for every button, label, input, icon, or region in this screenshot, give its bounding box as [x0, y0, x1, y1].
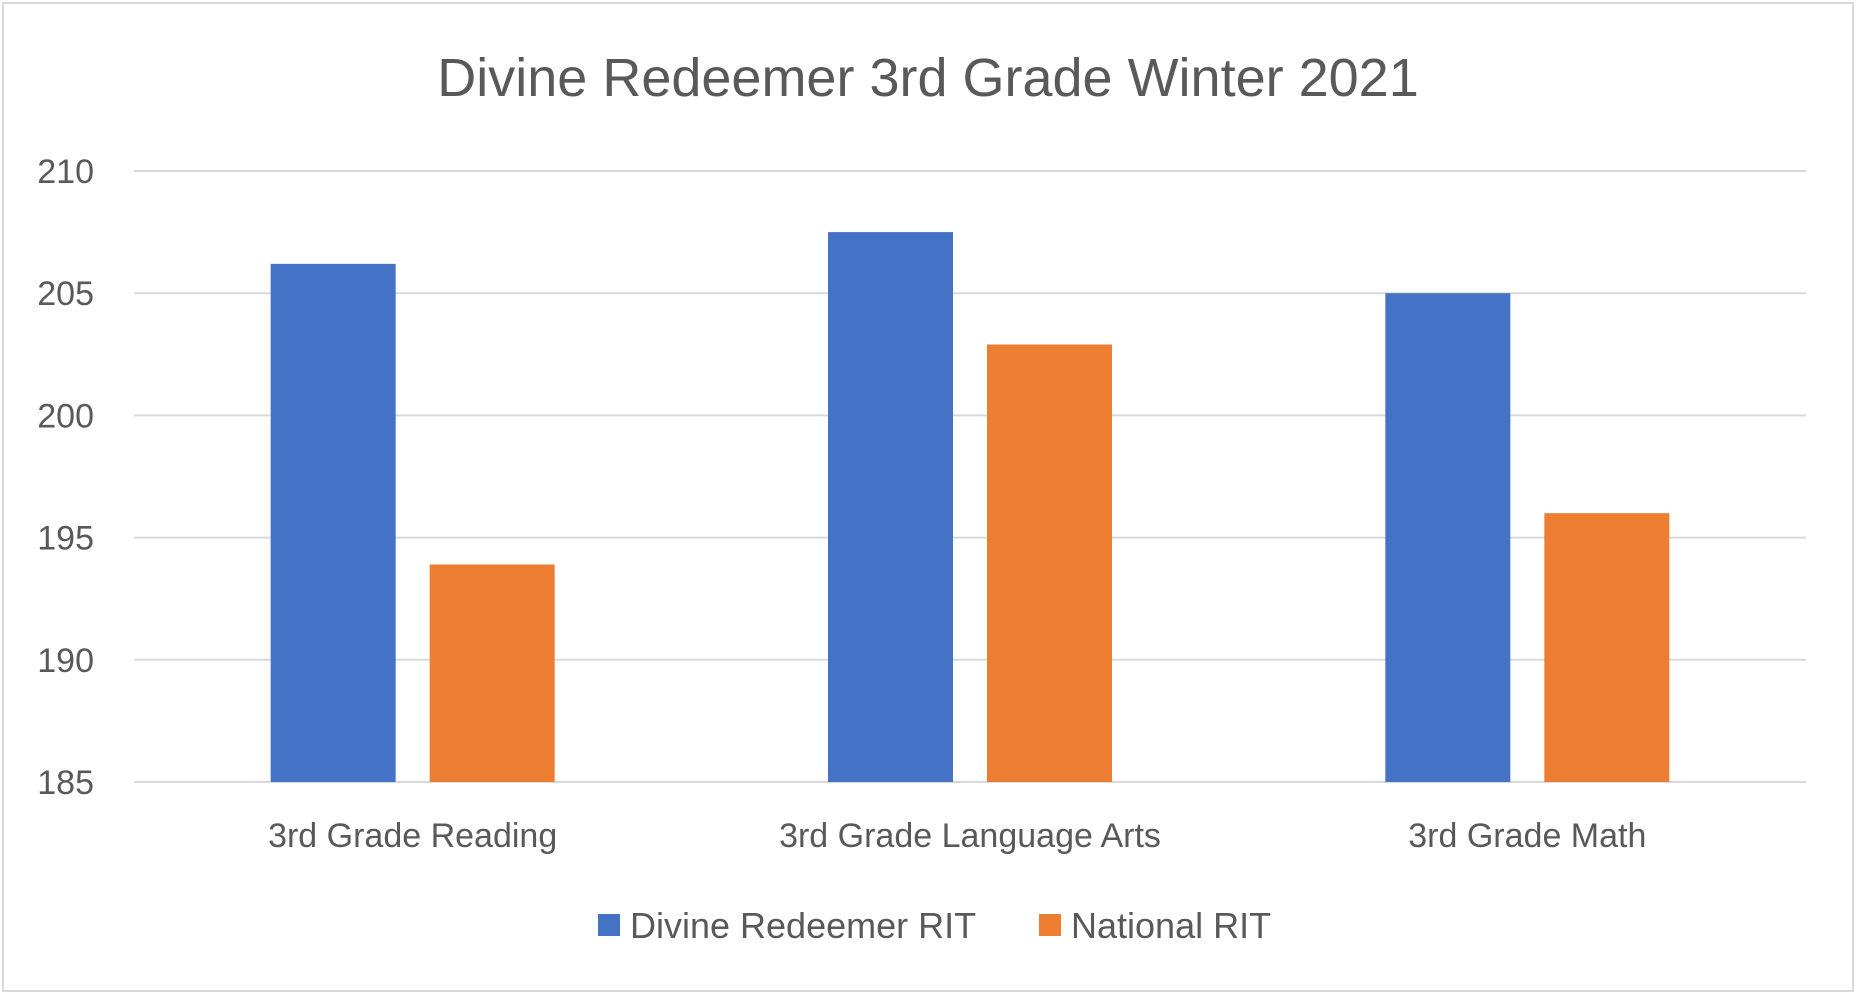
y-tick-label: 185	[37, 764, 94, 802]
legend-swatch	[598, 914, 620, 936]
x-axis-category-labels: 3rd Grade Reading 3rd Grade Language Arts…	[268, 817, 1646, 855]
legend-swatch	[1039, 914, 1061, 936]
bar-divine-redeemer-rit	[828, 232, 953, 783]
chart-title: Divine Redeemer 3rd Grade Winter 2021	[437, 48, 1418, 108]
bar-national-rit	[987, 344, 1112, 782]
y-tick-label: 205	[37, 275, 94, 313]
y-tick-label: 210	[37, 153, 94, 191]
gridlines	[134, 170, 1806, 783]
x-category-label: 3rd Grade Math	[1408, 817, 1646, 855]
legend: Divine Redeemer RIT National RIT	[598, 905, 1271, 946]
bar-divine-redeemer-rit	[270, 263, 396, 782]
y-tick-label: 195	[37, 520, 94, 558]
bar-divine-redeemer-rit	[1385, 293, 1511, 782]
y-tick-label: 190	[37, 642, 94, 680]
bar-national-rit	[429, 564, 555, 782]
y-axis-tick-labels: 185 190 195 200 205 210	[37, 153, 94, 802]
x-category-label: 3rd Grade Language Arts	[779, 817, 1161, 855]
y-tick-label: 200	[37, 397, 94, 435]
legend-label: National RIT	[1071, 905, 1271, 946]
legend-label: Divine Redeemer RIT	[630, 905, 976, 946]
bars	[270, 232, 1670, 783]
x-category-label: 3rd Grade Reading	[268, 817, 557, 855]
bar-national-rit	[1544, 513, 1670, 782]
